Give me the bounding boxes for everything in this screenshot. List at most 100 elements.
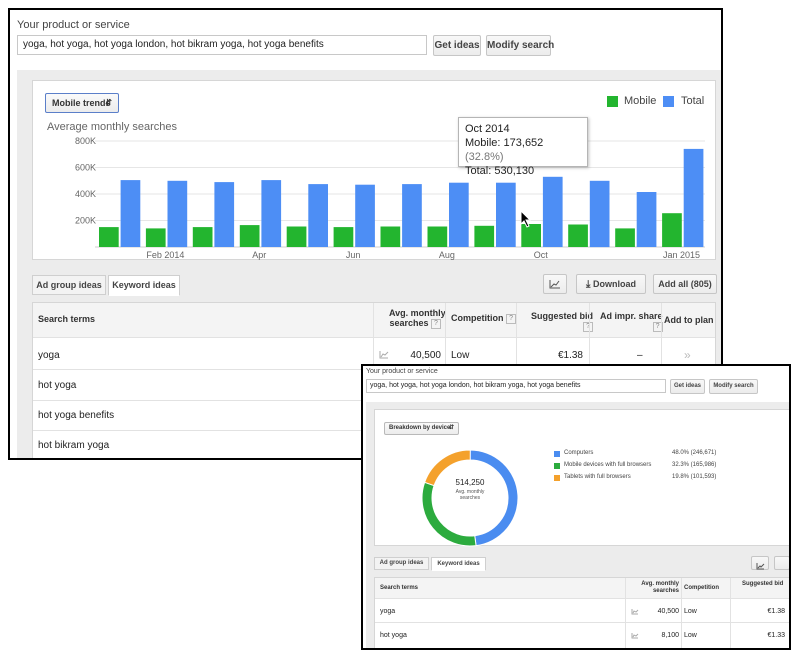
updown-arrows-icon: ⇵ (448, 425, 454, 431)
table-row-term[interactable]: hot yoga benefits (38, 410, 115, 421)
get-ideas-button[interactable]: Get ideas (433, 35, 481, 56)
bar-total-10[interactable] (589, 180, 610, 248)
bar-total-12[interactable] (683, 148, 704, 247)
bar-total-5[interactable] (355, 184, 375, 247)
trend-chart-panel: Mobile trends ⇵ Mobile Total Average mon… (32, 80, 716, 260)
legend-computers-swatch (554, 451, 560, 457)
add-to-plan-icon[interactable]: » (684, 348, 691, 362)
legend-total-label: Total (681, 95, 705, 107)
chart-toggle-button[interactable] (543, 274, 567, 294)
bar-total-7[interactable] (449, 182, 469, 247)
legend-mobile-label: Mobile (624, 95, 657, 107)
header-avg-monthly: Avg. monthly searches (641, 581, 679, 594)
bar-mobile-9[interactable] (521, 224, 541, 247)
table-row-term[interactable]: hot yoga (380, 632, 407, 639)
tab-keyword-ideas[interactable]: Keyword ideas (431, 557, 486, 571)
donut-slice-2[interactable] (424, 449, 471, 487)
table-row-term[interactable]: yoga (38, 350, 60, 361)
bar-total-2[interactable] (214, 182, 235, 247)
bar-total-4[interactable] (308, 184, 328, 247)
get-ideas-button[interactable]: Get ideas (670, 379, 705, 394)
keyword-input[interactable]: yoga, hot yoga, hot yoga london, hot bik… (17, 35, 427, 55)
bar-mobile-12[interactable] (662, 213, 682, 247)
row-divider (375, 598, 789, 599)
tooltip-total-row: Total: 530,130 (465, 165, 535, 177)
legend-total-swatch (663, 96, 674, 107)
col-divider (625, 578, 626, 648)
legend-mobile-swatch (554, 463, 560, 469)
header-competition: Competition ? (451, 313, 517, 324)
col-divider (373, 303, 374, 373)
bar-mobile-3[interactable] (239, 225, 260, 247)
table-row-term[interactable]: hot yoga (38, 380, 77, 391)
table-row-competition: Low (684, 608, 697, 615)
x-tick-label: Oct (534, 250, 549, 260)
keyword-planner-trends-window: Your product or service yoga, hot yoga, … (8, 8, 723, 460)
table-row-competition: Low (451, 350, 470, 361)
x-tick-label: Jun (346, 250, 361, 260)
bar-total-8[interactable] (496, 182, 516, 247)
tab-keyword-ideas[interactable]: Keyword ideas (108, 275, 180, 296)
bar-mobile-1[interactable] (145, 228, 166, 247)
trend-chart: 200K 400K 600K 800K Feb 2014 Apr Jun Aug Oct Jan … (75, 136, 705, 260)
bar-total-3[interactable] (261, 180, 282, 247)
modify-search-button[interactable]: Modify search (709, 379, 758, 394)
download-button[interactable]: ⤓ Download (576, 274, 646, 294)
trend-chart-icon[interactable] (631, 608, 639, 615)
legend-computers-label: Computers (564, 450, 594, 456)
breakdown-select[interactable]: Breakdown by device ⇵ (384, 422, 459, 435)
keyword-input[interactable]: yoga, hot yoga, hot yoga london, hot bik… (366, 379, 666, 393)
table-row-term[interactable]: yoga (380, 608, 396, 615)
download-button[interactable] (774, 556, 789, 570)
header-avg-monthly: Avg. monthly searches ? (389, 308, 446, 329)
tab-ad-group-ideas[interactable]: Ad group ideas (374, 557, 429, 570)
table-row-term[interactable]: hot bikram yoga (38, 440, 110, 451)
bar-total-0[interactable] (120, 180, 141, 247)
table-header-row (375, 578, 789, 598)
mouse-cursor-icon (520, 210, 532, 228)
line-chart-icon (756, 563, 764, 570)
tooltip-month: Oct 2014 (465, 123, 510, 135)
bar-mobile-0[interactable] (99, 227, 119, 247)
bar-total-6[interactable] (402, 184, 422, 247)
device-donut-chart (421, 449, 519, 547)
bar-mobile-4[interactable] (286, 226, 307, 248)
bar-total-11[interactable] (636, 192, 657, 247)
add-all-button[interactable]: Add all (805) (653, 274, 717, 294)
y-tick-label: 200K (75, 216, 96, 226)
bar-mobile-11[interactable] (615, 228, 635, 247)
bar-mobile-2[interactable] (192, 227, 213, 247)
bar-mobile-7[interactable] (427, 226, 448, 248)
trend-chart-icon[interactable] (631, 632, 639, 639)
chart-toggle-button[interactable] (751, 556, 769, 570)
updown-arrows-icon: ⇵ (105, 98, 112, 107)
modify-search-button[interactable]: Modify search (486, 35, 554, 56)
help-icon: ? (431, 318, 441, 329)
download-icon: ⤓ (586, 279, 591, 290)
row-divider (33, 337, 715, 338)
x-tick-label: Jan 2015 (663, 250, 700, 260)
col-divider (681, 578, 682, 648)
legend-mobile-value: 32.3% (165,986) (672, 462, 717, 468)
donut-center-label-2: searches (459, 495, 481, 501)
legend-tablets-swatch (554, 475, 560, 481)
x-tick-label: Aug (439, 250, 455, 260)
bar-total-1[interactable] (167, 180, 188, 248)
y-tick-label: 800K (75, 136, 96, 146)
col-divider (589, 303, 590, 373)
y-tick-label: 600K (75, 163, 96, 173)
bar-mobile-6[interactable] (380, 226, 401, 248)
table-row-searches: 8,100 (661, 632, 679, 639)
table-row-competition: Low (684, 632, 697, 639)
trend-chart-icon[interactable] (379, 350, 389, 359)
bar-mobile-10[interactable] (568, 224, 588, 248)
table-row-impr: – (637, 350, 643, 361)
donut-center-value: 514,250 (455, 478, 485, 487)
bar-total-9[interactable] (542, 176, 563, 247)
legend-tablets-label: Tablets with full browsers (564, 474, 631, 480)
bar-mobile-5[interactable] (333, 227, 354, 247)
tab-ad-group-ideas[interactable]: Ad group ideas (32, 275, 106, 295)
bar-mobile-8[interactable] (474, 225, 495, 247)
col-divider (661, 303, 662, 373)
trend-select[interactable]: Mobile trends ⇵ (45, 93, 119, 113)
